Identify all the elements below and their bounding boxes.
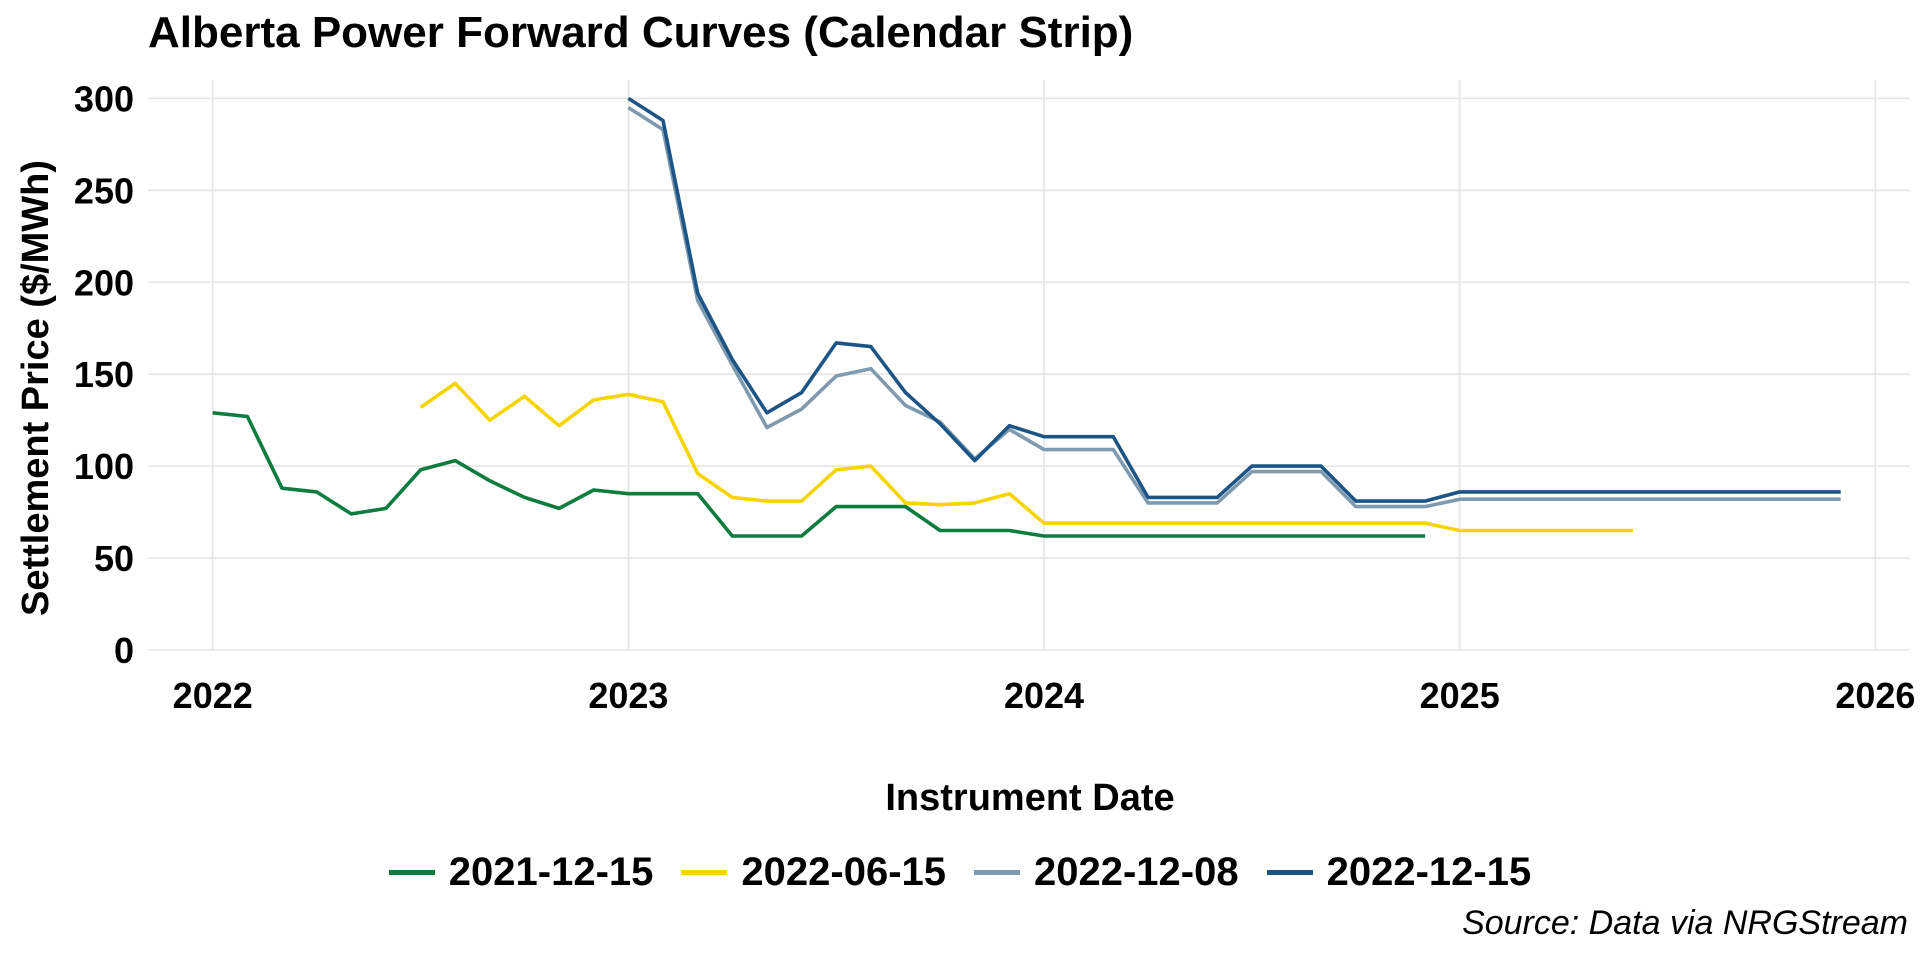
y-tick-label: 300 (74, 78, 134, 119)
legend-key (388, 870, 435, 875)
legend-item: 2021-12-15 (388, 850, 654, 895)
y-tick-label: 200 (74, 262, 134, 303)
x-tick-label: 2024 (1004, 675, 1084, 716)
source-caption: Source: Data via NRGStream (1462, 904, 1908, 942)
y-tick-label: 50 (94, 538, 134, 579)
x-tick-label: 2022 (173, 675, 253, 716)
legend: 2021-12-15 2022-06-15 2022-12-08 2022-12-15 (0, 850, 1920, 895)
legend-label: 2022-12-08 (1034, 850, 1239, 894)
x-axis-ticks: 2022 2023 2024 2025 2026 (173, 675, 1916, 716)
grid (148, 80, 1910, 651)
legend-item: 2022-12-15 (1266, 850, 1532, 895)
series-line-2022-06-15 (419, 381, 1633, 533)
legend-item: 2022-12-08 (974, 850, 1239, 895)
y-tick-label: 0 (114, 630, 134, 671)
legend-label: 2022-12-15 (1326, 850, 1532, 894)
series-lines (212, 96, 1841, 538)
legend-label: 2022-06-15 (741, 850, 946, 894)
x-tick-label: 2026 (1835, 675, 1915, 716)
legend-item: 2022-06-15 (681, 850, 946, 895)
y-tick-label: 150 (74, 354, 134, 395)
x-axis-title: Instrument Date (885, 777, 1174, 819)
y-tick-label: 100 (74, 446, 134, 487)
x-tick-label: 2023 (588, 675, 668, 716)
series-line-2021-12-15 (212, 411, 1426, 538)
x-tick-label: 2025 (1420, 675, 1500, 716)
y-axis-ticks: 0 50 100 150 200 250 300 (74, 78, 134, 671)
legend-key (1266, 870, 1313, 875)
y-axis-title: Settlement Price ($/MWh) (15, 160, 57, 616)
series-line-2022-12-15 (627, 96, 1841, 503)
series-line-2022-12-08 (627, 106, 1841, 509)
legend-key (974, 870, 1020, 875)
legend-key (681, 870, 728, 875)
chart-title: Alberta Power Forward Curves (Calendar S… (148, 8, 1134, 57)
legend-label: 2021-12-15 (448, 850, 654, 894)
y-tick-label: 250 (74, 170, 134, 211)
